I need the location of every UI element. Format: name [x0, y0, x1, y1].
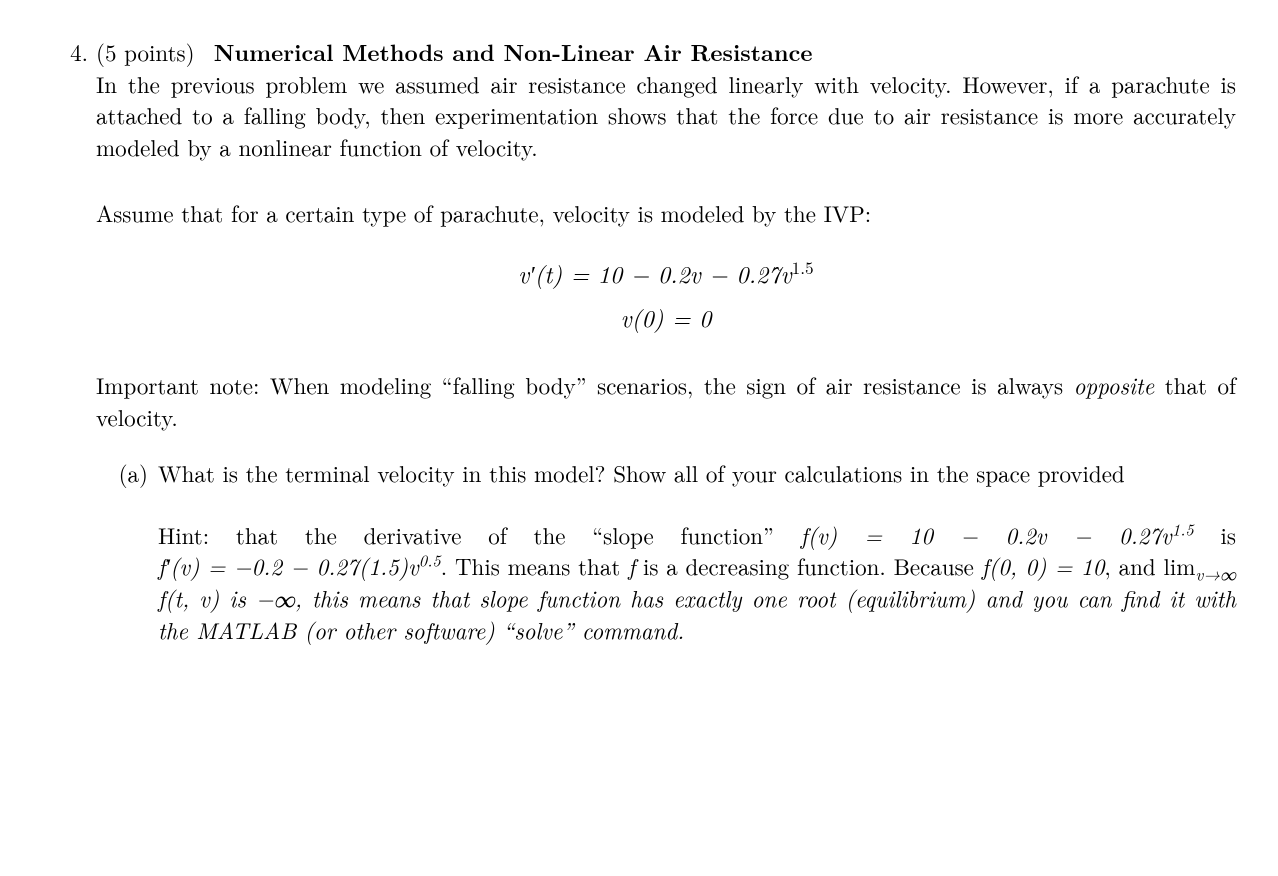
part-a-hint: Hint: that the derivative of the “slope … — [158, 519, 1236, 646]
hint-fv-exp: 1.5 — [1172, 516, 1194, 540]
hint-fprime: f′(v) = −0.2 − 0.27(1.5)v0.5 — [158, 549, 441, 582]
equation-2: v(0) = 0 — [96, 295, 1236, 339]
hint-fprime-base: f′(v) = −0.2 − 0.27(1.5)v — [158, 549, 419, 582]
intro-paragraph: In the previous problem we assumed air r… — [96, 68, 1236, 163]
hint-fv: f(v) = 10 − 0.2v − 0.27v1.5 — [801, 518, 1194, 551]
hint-text-6: f(t, v) is −∞, this means that slope fun… — [158, 581, 1236, 646]
problem-heading: (5 points) Numerical Methods and Non-Lin… — [96, 36, 1236, 68]
hint-f00: f(0, 0) = 10 — [982, 549, 1105, 582]
hint-text-5: , and lim — [1104, 549, 1195, 582]
ivp-equations: v′(t) = 10 − 0.2v − 0.27v1.5 v(0) = 0 — [96, 251, 1236, 340]
eq1-lhs: v′(t) = 10 − 0.2v − 0.27v — [518, 256, 791, 290]
part-a-label: (a) — [96, 457, 158, 646]
problem-4: 4. (5 points) Numerical Methods and Non-… — [42, 36, 1236, 646]
hint-fprime-exp: 0.5 — [419, 548, 441, 572]
note-pre: Important note: When modeling “falling b… — [96, 368, 1074, 401]
eq1-exponent: 1.5 — [792, 256, 814, 280]
problem-title: Numerical Methods and Non-Linear Air Res… — [214, 35, 813, 68]
equation-1: v′(t) = 10 − 0.2v − 0.27v1.5 — [96, 251, 1236, 295]
hint-text-3: . This means that — [441, 549, 628, 582]
hint-text-4: is a decreasing function. Because — [635, 549, 982, 582]
part-a-body: What is the terminal velocity in this mo… — [158, 457, 1236, 646]
problem-body: (5 points) Numerical Methods and Non-Lin… — [96, 36, 1236, 646]
hint-text-2: is — [1194, 518, 1236, 551]
points-label: (5 points) — [96, 35, 195, 68]
hint-fv-base: f(v) = 10 − 0.2v − 0.27v — [801, 518, 1172, 551]
important-note: Important note: When modeling “falling b… — [96, 369, 1236, 432]
assume-paragraph: Assume that for a certain type of parach… — [96, 197, 1236, 229]
note-emphasis: opposite — [1074, 368, 1155, 401]
page: 4. (5 points) Numerical Methods and Non-… — [0, 0, 1278, 646]
problem-number: 4. — [42, 36, 96, 646]
part-a: (a) What is the terminal velocity in thi… — [96, 457, 1236, 646]
part-a-question: What is the terminal velocity in this mo… — [158, 457, 1236, 489]
hint-text-1: Hint: that the derivative of the “slope … — [158, 518, 801, 551]
